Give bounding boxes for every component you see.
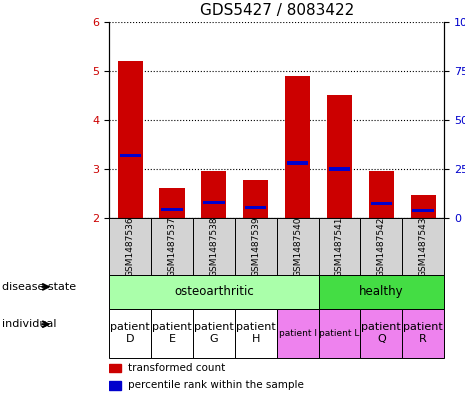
Bar [369,171,394,218]
Bar [371,202,392,205]
FancyBboxPatch shape [235,218,277,275]
Text: GSM1487540: GSM1487540 [293,217,302,277]
Text: patient
E: patient E [152,322,192,344]
Text: GSM1487543: GSM1487543 [418,217,428,277]
Bar [203,201,225,204]
Text: GSM1487542: GSM1487542 [377,217,386,277]
FancyBboxPatch shape [151,218,193,275]
Text: GSM1487538: GSM1487538 [209,216,219,277]
FancyBboxPatch shape [151,309,193,358]
Text: GSM1487539: GSM1487539 [251,216,260,277]
FancyBboxPatch shape [193,218,235,275]
FancyBboxPatch shape [360,218,402,275]
FancyBboxPatch shape [319,218,360,275]
FancyBboxPatch shape [277,309,319,358]
FancyBboxPatch shape [235,309,277,358]
Title: GDS5427 / 8083422: GDS5427 / 8083422 [199,3,354,18]
Text: patient
H: patient H [236,322,276,344]
Text: GSM1487537: GSM1487537 [167,216,177,277]
FancyBboxPatch shape [277,218,319,275]
Text: osteoarthritic: osteoarthritic [174,285,254,298]
FancyBboxPatch shape [109,309,151,358]
Bar [159,187,185,218]
Bar [109,381,121,390]
Bar [243,180,268,218]
FancyBboxPatch shape [319,309,360,358]
Text: patient I: patient I [279,329,317,338]
Text: transformed count: transformed count [128,362,225,373]
Text: patient L: patient L [319,329,359,338]
Text: individual: individual [2,319,57,329]
Bar [327,95,352,218]
Bar [411,195,436,218]
Text: patient
D: patient D [110,322,150,344]
FancyBboxPatch shape [402,309,444,358]
FancyBboxPatch shape [109,218,151,275]
FancyBboxPatch shape [360,309,402,358]
FancyBboxPatch shape [402,218,444,275]
Bar [120,154,141,157]
Text: percentile rank within the sample: percentile rank within the sample [128,380,304,390]
Bar [118,61,143,218]
Text: healthy: healthy [359,285,404,298]
Bar [201,171,226,218]
Bar [329,167,350,171]
Text: disease state: disease state [2,282,76,292]
Bar [109,364,121,373]
Bar [285,75,310,218]
Text: GSM1487536: GSM1487536 [126,216,135,277]
Bar [161,208,183,211]
Bar [245,206,266,209]
Text: GSM1487541: GSM1487541 [335,217,344,277]
Text: patient
Q: patient Q [361,322,401,344]
Text: patient
G: patient G [194,322,234,344]
FancyBboxPatch shape [193,309,235,358]
Bar [412,209,434,213]
FancyBboxPatch shape [319,275,444,309]
Bar [287,162,308,165]
FancyBboxPatch shape [109,275,319,309]
Text: patient
R: patient R [403,322,443,344]
